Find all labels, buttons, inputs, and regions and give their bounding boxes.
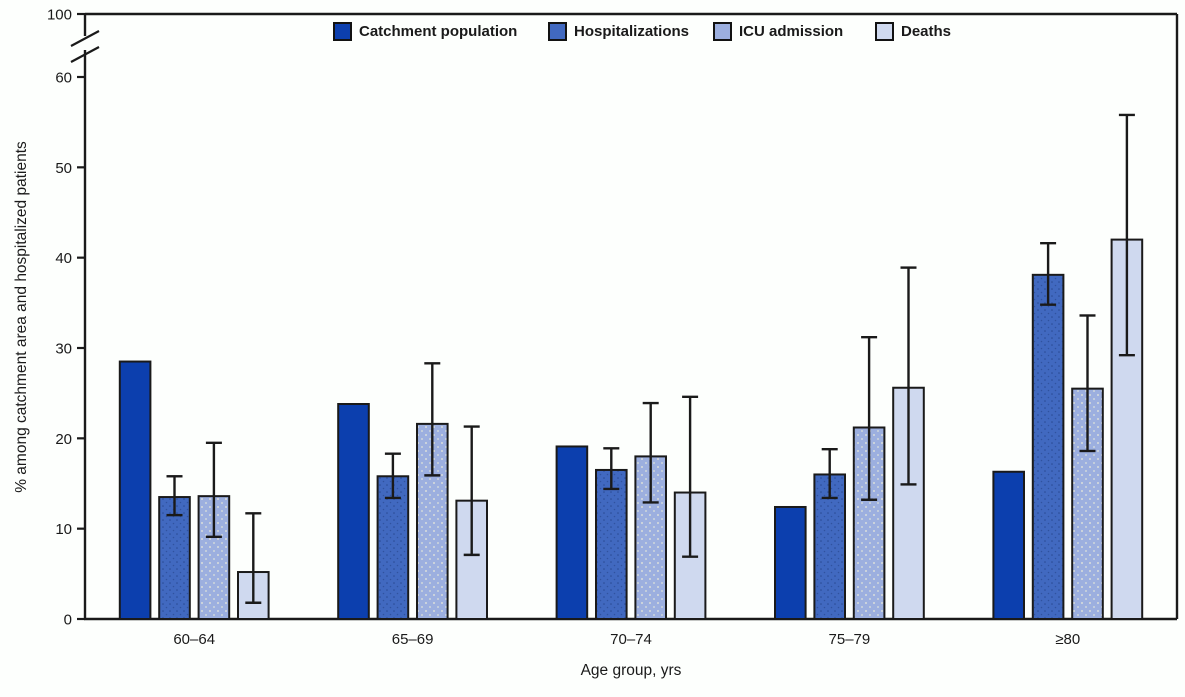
y-tick-label: 20 [55, 431, 72, 448]
legend-swatch-hospitalizations [548, 21, 567, 41]
y-axis-break-icon [70, 30, 100, 47]
legend-item-hospitalizations: Hospitalizations [548, 20, 689, 42]
x-tick-label: 70–74 [610, 631, 652, 648]
y-tick-label: 30 [55, 341, 72, 358]
y-axis-title: % among catchment area and hospitalized … [13, 141, 30, 493]
y-tick-label: 10 [55, 521, 72, 538]
bar [337, 403, 370, 620]
bar-texture [1033, 275, 1063, 618]
y-tick-label: 60 [55, 70, 72, 87]
legend-label: Catchment population [359, 22, 518, 40]
y-tick-label: 50 [55, 160, 72, 177]
legend-item-icu-admission: ICU admission [713, 20, 843, 42]
bar-texture [160, 498, 189, 618]
legend-swatch-deaths [875, 21, 894, 41]
legend-item-catchment-population: Catchment population [333, 20, 517, 42]
y-axis-break-icon [70, 46, 100, 63]
bar [118, 360, 152, 620]
x-tick-label: 75–79 [829, 631, 871, 648]
legend-label: Hospitalizations [574, 22, 690, 40]
legend-swatch-catchment-population [333, 21, 352, 41]
legend-swatch-icu-admission [713, 21, 732, 41]
bar-texture [815, 475, 844, 618]
bar [237, 571, 270, 621]
bar [555, 445, 589, 621]
bar-texture [378, 477, 408, 618]
y-tick-label: 0 [64, 612, 72, 629]
bar [774, 505, 807, 620]
legend-item-deaths: Deaths [875, 20, 951, 42]
y-tick-label: 100 [47, 7, 72, 24]
y-tick-label: 40 [55, 250, 72, 267]
bar-texture [597, 470, 626, 618]
bar [992, 470, 1026, 620]
legend: Catchment population Hospitalizations IC… [0, 20, 1185, 44]
x-tick-label: 60–64 [173, 631, 215, 648]
legend-label: ICU admission [739, 22, 844, 40]
x-axis-title: Age group, yrs [580, 662, 682, 679]
x-tick-label: 65–69 [392, 631, 434, 648]
legend-label: Deaths [901, 22, 952, 40]
x-tick-label: ≥80 [1055, 631, 1080, 648]
